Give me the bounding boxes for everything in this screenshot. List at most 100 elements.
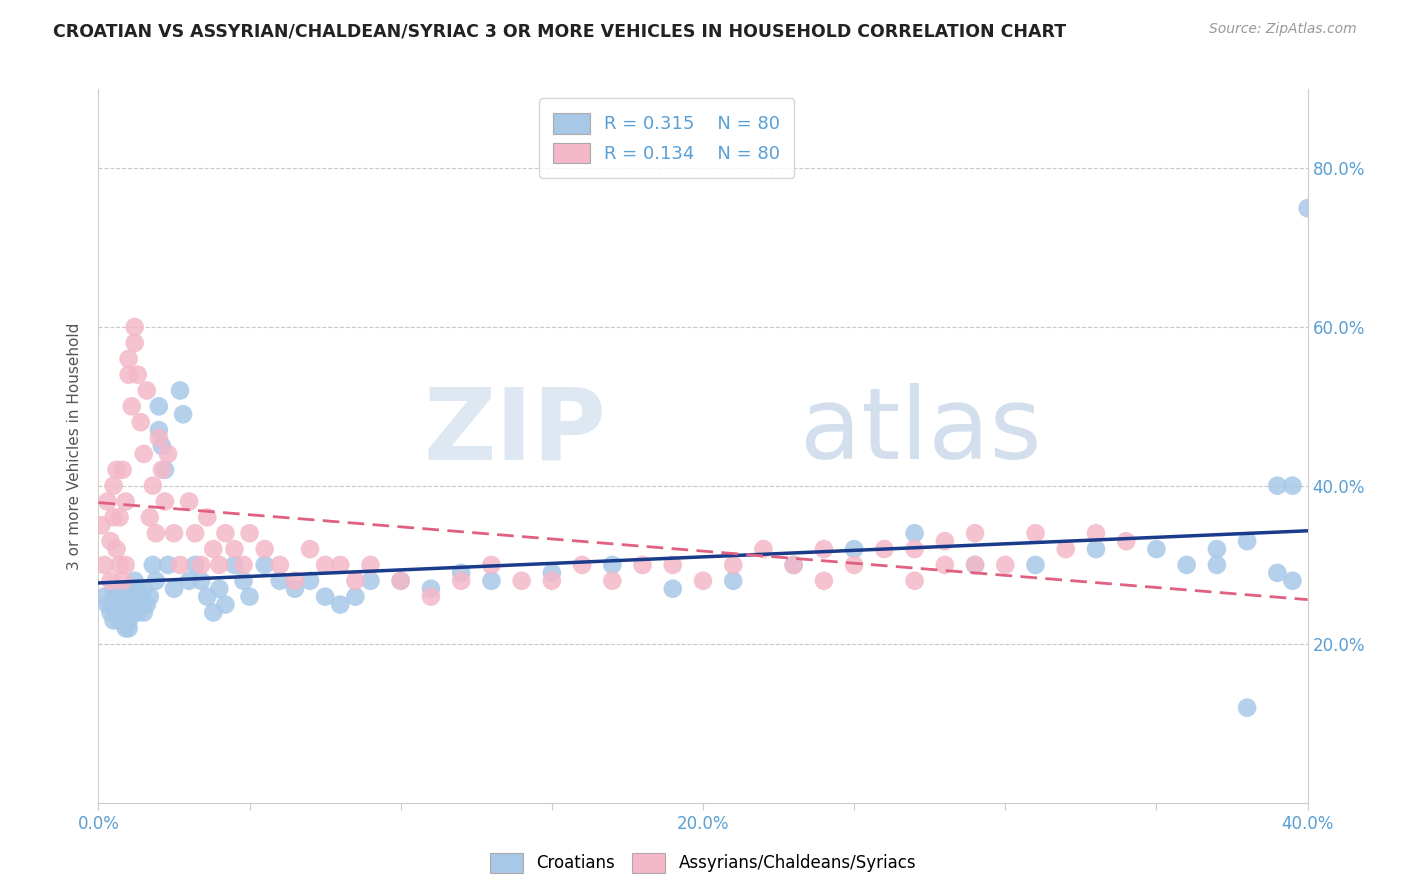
Point: [118, 368, 141, 382]
Point: [118, 351, 141, 366]
Point: [965, 526, 987, 541]
Point: [111, 574, 134, 588]
Point: [139, 590, 162, 604]
Point: [224, 542, 246, 557]
Point: [723, 558, 745, 572]
Point: [783, 558, 806, 572]
Point: [1085, 542, 1108, 557]
Point: [314, 558, 336, 572]
Point: [344, 574, 367, 588]
Point: [103, 582, 125, 596]
Point: [195, 590, 218, 604]
Point: [169, 384, 191, 398]
Point: [156, 558, 179, 572]
Point: [389, 574, 412, 588]
Point: [153, 463, 176, 477]
Point: [299, 574, 322, 588]
Point: [813, 574, 835, 588]
Point: [904, 526, 927, 541]
Point: [661, 558, 683, 572]
Point: [184, 526, 207, 541]
Point: [114, 621, 136, 635]
Point: [813, 542, 835, 557]
Point: [284, 582, 307, 596]
Point: [129, 415, 152, 429]
Point: [96, 598, 118, 612]
Point: [420, 582, 443, 596]
Point: [1175, 558, 1198, 572]
Point: [172, 407, 194, 421]
Point: [239, 590, 262, 604]
Text: atlas: atlas: [800, 384, 1042, 480]
Point: [692, 574, 714, 588]
Point: [752, 542, 775, 557]
Point: [602, 574, 624, 588]
Point: [124, 335, 146, 350]
Point: [124, 598, 146, 612]
Point: [1115, 534, 1137, 549]
Point: [510, 574, 533, 588]
Point: [1144, 542, 1167, 557]
Point: [844, 558, 866, 572]
Point: [105, 463, 128, 477]
Point: [1267, 566, 1289, 580]
Point: [105, 590, 128, 604]
Point: [139, 510, 162, 524]
Point: [420, 590, 443, 604]
Point: [100, 606, 122, 620]
Point: [145, 526, 167, 541]
Point: [232, 574, 254, 588]
Point: [783, 558, 806, 572]
Point: [934, 534, 956, 549]
Point: [202, 542, 225, 557]
Point: [184, 558, 207, 572]
Point: [253, 542, 276, 557]
Point: [118, 598, 141, 612]
Point: [135, 598, 157, 612]
Point: [1236, 700, 1258, 714]
Point: [450, 574, 472, 588]
Point: [150, 463, 173, 477]
Point: [114, 606, 136, 620]
Point: [208, 582, 231, 596]
Point: [481, 558, 503, 572]
Point: [108, 614, 131, 628]
Point: [224, 558, 246, 572]
Point: [1024, 526, 1046, 541]
Point: [156, 447, 179, 461]
Point: [163, 582, 186, 596]
Point: [1024, 558, 1046, 572]
Point: [127, 606, 149, 620]
Text: Source: ZipAtlas.com: Source: ZipAtlas.com: [1209, 22, 1357, 37]
Point: [108, 558, 131, 572]
Point: [631, 558, 654, 572]
Point: [105, 606, 128, 620]
Point: [150, 439, 173, 453]
Point: [1206, 542, 1229, 557]
Point: [148, 400, 170, 414]
Y-axis label: 3 or more Vehicles in Household: 3 or more Vehicles in Household: [67, 322, 83, 570]
Point: [148, 423, 170, 437]
Point: [132, 447, 155, 461]
Point: [153, 494, 176, 508]
Point: [114, 494, 136, 508]
Point: [450, 566, 472, 580]
Point: [873, 542, 896, 557]
Point: [142, 558, 165, 572]
Point: [179, 494, 201, 508]
Point: [329, 558, 352, 572]
Point: [389, 574, 412, 588]
Point: [121, 400, 143, 414]
Point: [118, 621, 141, 635]
Point: [214, 598, 236, 612]
Point: [934, 558, 956, 572]
Point: [90, 518, 112, 533]
Point: [108, 598, 131, 612]
Point: [103, 478, 125, 492]
Text: ZIP: ZIP: [423, 384, 606, 480]
Point: [142, 478, 165, 492]
Point: [1236, 534, 1258, 549]
Legend: R = 0.315    N = 80, R = 0.134    N = 80: R = 0.315 N = 80, R = 0.134 N = 80: [538, 98, 794, 178]
Point: [844, 542, 866, 557]
Point: [723, 574, 745, 588]
